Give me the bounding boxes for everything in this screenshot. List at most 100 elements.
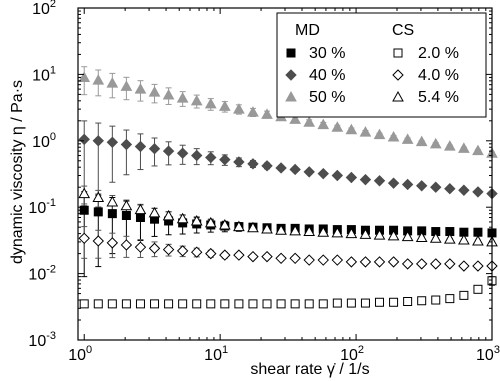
data-point (473, 284, 483, 294)
axes: 100 101 102 103 10-3 10-2 10-1 100 101 102 (28, 0, 500, 364)
legend-marker (286, 48, 296, 58)
data-point (134, 140, 147, 153)
y-tick-label: 10-1 (28, 197, 56, 217)
data-point (219, 153, 231, 166)
data-point (444, 182, 456, 195)
x-tick-label: 101 (204, 344, 228, 364)
data-point (247, 221, 259, 233)
data-point (92, 191, 105, 202)
data-point (92, 235, 104, 247)
data-point (415, 135, 428, 147)
data-point (234, 299, 244, 309)
y-tick-label: 102 (32, 0, 56, 18)
data-point (275, 252, 287, 265)
legend-box (276, 12, 487, 118)
data-point (275, 224, 287, 235)
data-point (387, 256, 400, 268)
data-point (148, 143, 161, 155)
data-point (106, 77, 119, 88)
y-axis-label: dynamic viscosity η / Pa·s (9, 80, 26, 264)
data-point (92, 74, 105, 85)
data-point (233, 220, 245, 232)
data-point (150, 299, 160, 309)
legend-label: 4.0 % (418, 67, 459, 84)
data-point (430, 181, 442, 193)
data-point (472, 260, 484, 272)
data-point (233, 249, 245, 261)
data-point (205, 151, 217, 164)
data-point (148, 86, 161, 97)
data-point (289, 224, 301, 236)
data-point (317, 254, 329, 266)
data-point (458, 184, 470, 196)
legend-marker (392, 90, 404, 102)
data-point (247, 250, 259, 263)
data-point (78, 133, 90, 146)
data-point (176, 245, 189, 257)
data-point (205, 247, 217, 260)
data-point (401, 178, 414, 191)
data-point (107, 209, 117, 219)
data-point (318, 299, 328, 309)
data-point (458, 260, 470, 272)
data-point (233, 156, 245, 168)
data-point (120, 80, 133, 91)
data-point (317, 167, 329, 180)
data-point (134, 241, 147, 253)
data-point (443, 233, 456, 244)
legend-label: 2.0 % (418, 45, 459, 62)
data-point (472, 234, 484, 246)
data-point (93, 299, 103, 309)
data-point (262, 299, 272, 309)
legend-label: 30 % (309, 45, 345, 62)
data-point (359, 228, 372, 239)
x-axis-label: shear rate γ̇ / 1/s (250, 361, 369, 378)
legend-marker (392, 69, 404, 81)
y-tick-label: 100 (32, 131, 56, 151)
data-point (387, 130, 400, 142)
data-point (360, 298, 370, 308)
data-points (78, 71, 498, 309)
data-point (401, 230, 414, 242)
data-point (92, 135, 104, 147)
data-point (401, 258, 414, 270)
data-point (206, 299, 216, 309)
data-point (303, 254, 315, 266)
data-point (219, 249, 231, 261)
data-point (345, 256, 358, 268)
data-point (346, 298, 356, 308)
data-point (78, 187, 91, 199)
data-point (191, 246, 203, 258)
data-point (359, 173, 372, 186)
data-point (373, 256, 386, 268)
data-point (303, 116, 316, 127)
data-point (444, 258, 456, 270)
data-point (472, 186, 484, 198)
data-point (332, 298, 342, 308)
data-point (345, 227, 358, 239)
data-point (135, 299, 145, 309)
x-tick-label: 102 (340, 344, 364, 364)
data-point (403, 297, 413, 307)
data-point (401, 133, 414, 144)
y-tick-label: 101 (32, 64, 56, 84)
data-point (162, 145, 175, 157)
data-point (387, 229, 400, 241)
data-point (359, 256, 372, 268)
data-point (121, 299, 131, 309)
data-point (178, 299, 188, 309)
error-bar (95, 122, 102, 197)
legend-label: 40 % (309, 67, 345, 84)
data-point (162, 243, 175, 256)
data-point (331, 121, 344, 132)
data-point (192, 299, 202, 309)
data-point (120, 239, 133, 251)
data-point (120, 199, 133, 211)
data-point (218, 100, 231, 111)
data-point (120, 138, 133, 151)
y-tick-label: 10-2 (28, 264, 56, 284)
data-point (78, 232, 90, 245)
legend-marker (393, 48, 403, 58)
data-point (261, 160, 273, 172)
